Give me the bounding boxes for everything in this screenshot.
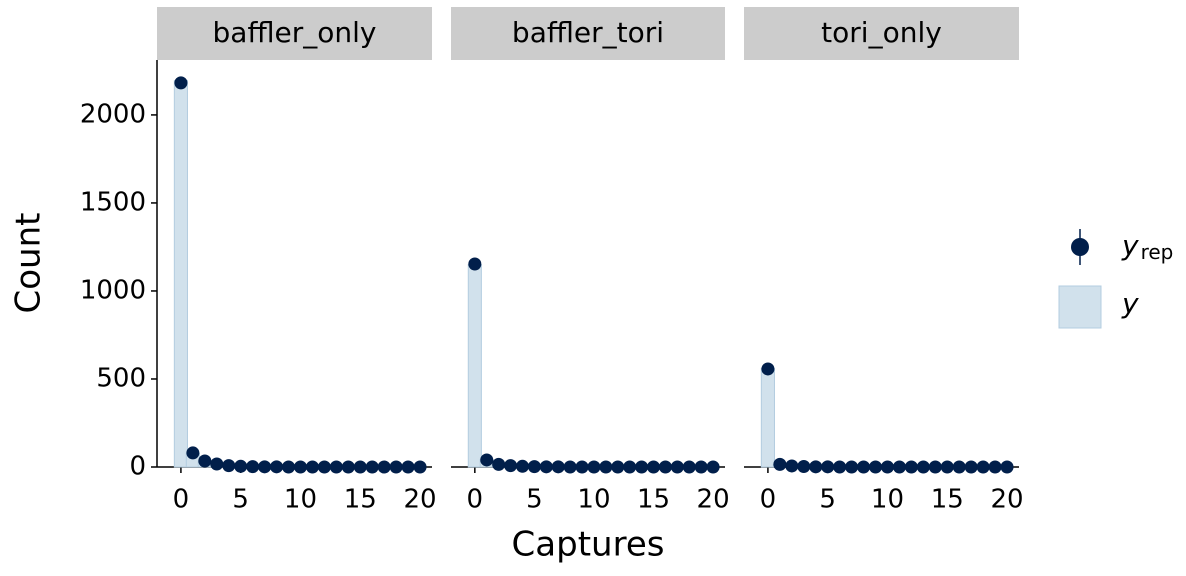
predicted-point <box>390 461 403 474</box>
x-tick-label: 5 <box>232 485 249 515</box>
observed-bar <box>761 368 774 467</box>
legend-label: y <box>1121 287 1139 320</box>
x-tick-label: 15 <box>344 485 377 515</box>
predicted-point <box>845 461 858 474</box>
predicted-point <box>773 458 786 471</box>
y-tick-label: 1000 <box>80 275 146 305</box>
predicted-point <box>917 461 930 474</box>
predicted-point <box>761 362 774 375</box>
predicted-point <box>186 446 199 459</box>
predicted-point <box>516 460 529 473</box>
legend-key-bar <box>1059 286 1101 328</box>
predicted-point <box>354 461 367 474</box>
strip-title: baffler_only <box>213 16 377 49</box>
predicted-point <box>623 461 636 474</box>
predicted-point <box>611 461 624 474</box>
predicted-point <box>246 460 259 473</box>
x-tick-label: 0 <box>760 485 777 515</box>
observed-bar <box>174 81 187 467</box>
predicted-point <box>857 461 870 474</box>
x-tick-label: 5 <box>526 485 543 515</box>
predicted-point <box>1001 461 1014 474</box>
x-tick-label: 0 <box>173 485 190 515</box>
predicted-point <box>174 76 187 89</box>
y-tick-label: 2000 <box>80 99 146 129</box>
predicted-point <box>929 461 942 474</box>
predicted-point <box>695 461 708 474</box>
predicted-point <box>234 460 247 473</box>
predicted-point <box>587 461 600 474</box>
predicted-point <box>222 459 235 472</box>
x-tick-label: 20 <box>403 485 436 515</box>
predicted-point <box>977 461 990 474</box>
predicted-point <box>635 461 648 474</box>
predicted-point <box>258 460 271 473</box>
legend-key-point <box>1071 238 1089 256</box>
predicted-point <box>294 461 307 474</box>
predicted-point <box>833 461 846 474</box>
predicted-point <box>402 461 415 474</box>
predicted-point <box>378 461 391 474</box>
predicted-point <box>941 461 954 474</box>
predicted-point <box>599 461 612 474</box>
predicted-point <box>270 460 283 473</box>
predicted-point <box>198 455 211 468</box>
predicted-point <box>540 460 553 473</box>
x-tick-label: 15 <box>637 485 670 515</box>
observed-bar <box>468 265 481 467</box>
predicted-point <box>965 461 978 474</box>
x-tick-label: 0 <box>467 485 484 515</box>
y-tick-label: 500 <box>96 363 146 393</box>
x-tick-label: 20 <box>697 485 730 515</box>
predicted-point <box>647 461 660 474</box>
x-tick-label: 15 <box>931 485 964 515</box>
x-tick-label: 10 <box>284 485 317 515</box>
predicted-point <box>953 461 966 474</box>
y-tick-label: 0 <box>129 452 146 482</box>
predicted-point <box>683 461 696 474</box>
predicted-point <box>282 461 295 474</box>
predicted-point <box>414 461 427 474</box>
x-tick-label: 5 <box>819 485 836 515</box>
predicted-point <box>821 460 834 473</box>
predicted-point <box>809 460 822 473</box>
predicted-point <box>480 453 493 466</box>
predicted-point <box>989 461 1002 474</box>
x-axis-title: Captures <box>512 525 665 565</box>
predicted-point <box>707 461 720 474</box>
legend-label-sub: rep <box>1141 240 1174 264</box>
predicted-point <box>366 461 379 474</box>
predicted-point <box>342 461 355 474</box>
predicted-point <box>564 461 577 474</box>
x-tick-label: 10 <box>871 485 904 515</box>
y-axis-title: Count <box>9 213 49 314</box>
predicted-point <box>330 461 343 474</box>
strip-title: baffler_tori <box>512 16 664 49</box>
predicted-point <box>210 458 223 471</box>
predicted-point <box>528 460 541 473</box>
predicted-point <box>492 458 505 471</box>
predicted-point <box>797 460 810 473</box>
x-tick-label: 20 <box>990 485 1023 515</box>
strip-title: tori_only <box>821 16 942 49</box>
predicted-point <box>318 461 331 474</box>
predicted-point <box>893 461 906 474</box>
legend-label-main: y <box>1121 229 1139 262</box>
predicted-point <box>504 459 517 472</box>
predicted-point <box>552 460 565 473</box>
predicted-point <box>306 461 319 474</box>
predicted-point <box>881 461 894 474</box>
legend-label-main: y <box>1121 287 1139 320</box>
predicted-point <box>905 461 918 474</box>
predicted-point <box>785 459 798 472</box>
predicted-point <box>671 461 684 474</box>
predicted-point <box>576 461 589 474</box>
y-tick-label: 1500 <box>80 187 146 217</box>
predicted-point <box>468 258 481 271</box>
x-tick-label: 10 <box>577 485 610 515</box>
predicted-point <box>869 461 882 474</box>
predicted-point <box>659 461 672 474</box>
